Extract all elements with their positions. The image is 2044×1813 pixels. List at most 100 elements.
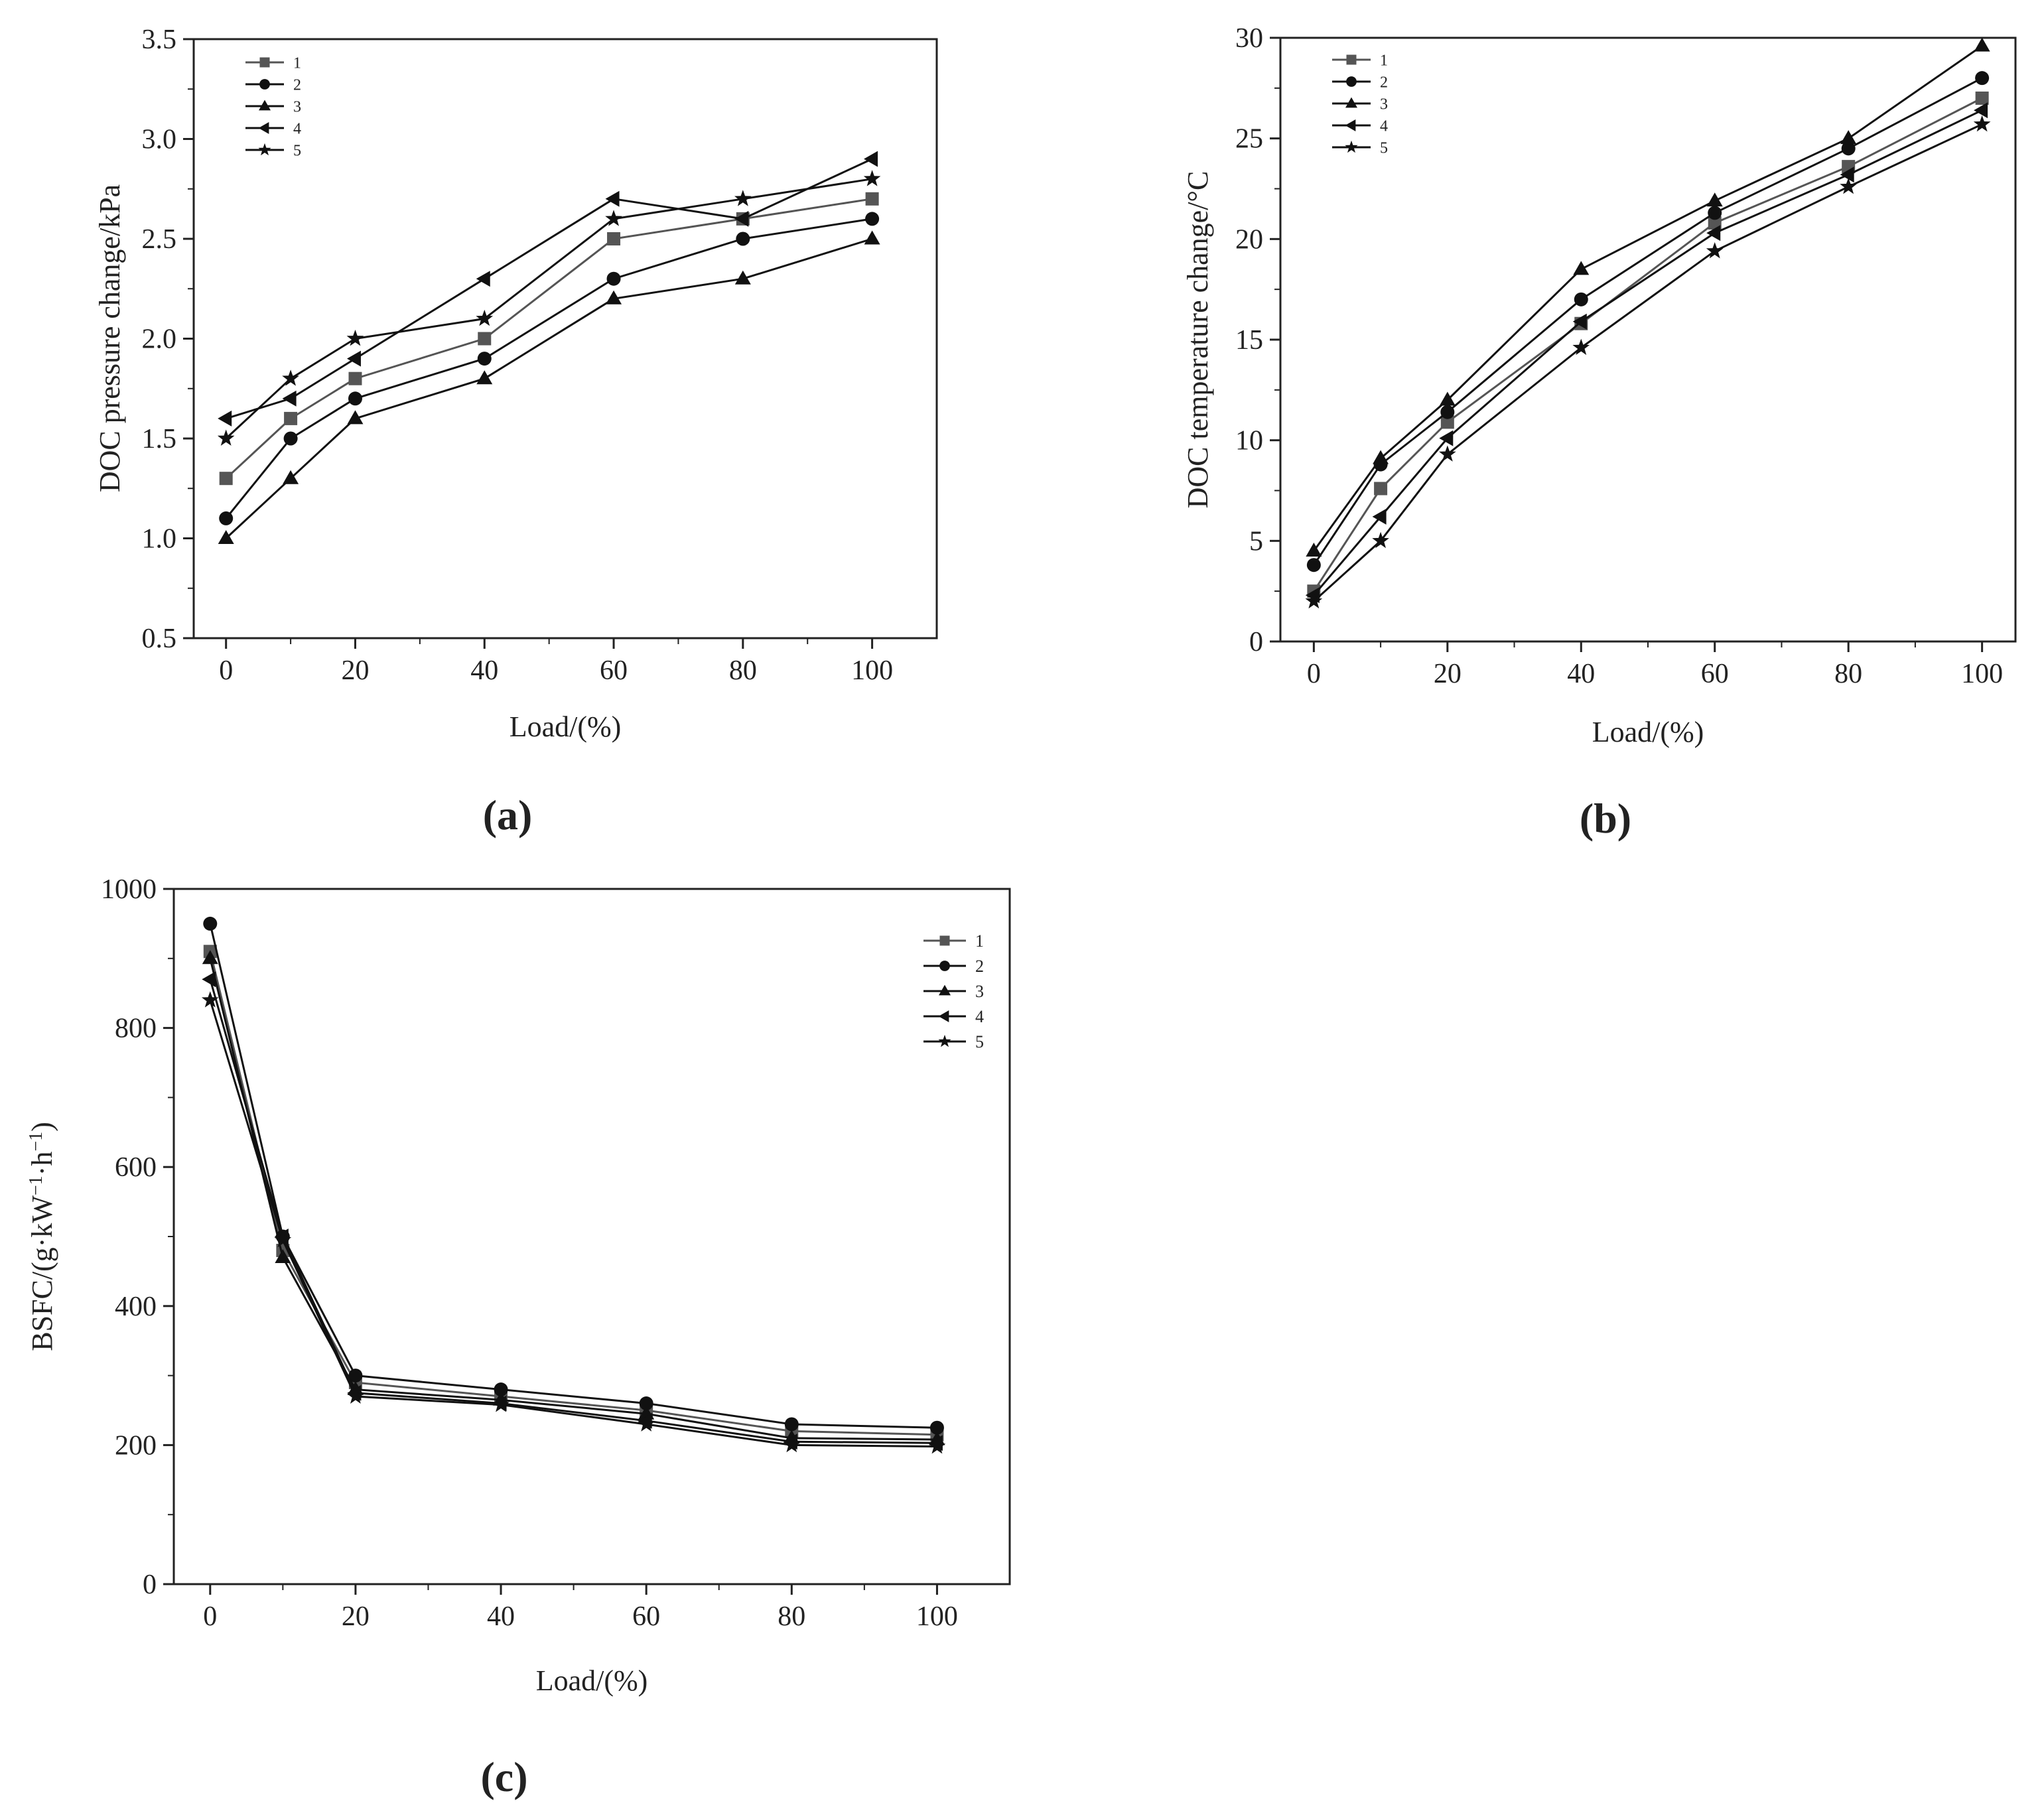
data-point-series-1 — [865, 192, 879, 206]
y-tick-label: 2.5 — [142, 224, 177, 255]
data-point-series-4 — [864, 151, 878, 167]
x-tick-label: 0 — [1307, 659, 1321, 689]
data-point-series-2 — [784, 1417, 799, 1432]
x-tick-label: 20 — [342, 1601, 370, 1632]
data-point-series-2 — [865, 212, 880, 226]
data-point-series-4 — [476, 271, 490, 287]
legend-marker-1 — [259, 57, 270, 68]
data-point-series-5 — [1973, 115, 1991, 132]
data-point-series-5 — [928, 1438, 946, 1454]
data-point-series-5 — [605, 210, 622, 226]
data-point-series-5 — [217, 429, 235, 446]
x-axis-label-c: Load/(%) — [536, 1664, 648, 1697]
y-tick-label: 600 — [115, 1152, 157, 1183]
data-point-series-2 — [1306, 558, 1321, 572]
data-point-series-1 — [1975, 92, 1989, 105]
caption-a: (a) — [483, 791, 533, 839]
legend-label-2: 2 — [975, 957, 984, 976]
legend-marker-2 — [1346, 76, 1357, 87]
data-point-series-2 — [1574, 292, 1588, 306]
data-point-series-3 — [864, 230, 880, 245]
y-label-c-sup2: −1 — [26, 1132, 46, 1152]
y-axis-label-a: DOC pressure change/kPa — [94, 184, 126, 492]
x-tick-label: 60 — [600, 655, 628, 686]
legend-label-3: 3 — [293, 98, 301, 115]
data-point-series-4 — [346, 350, 361, 367]
y-tick-label: 0 — [1249, 627, 1263, 657]
data-point-series-1 — [607, 232, 621, 245]
data-point-series-5 — [1706, 242, 1724, 259]
legend-a: 1 2 3 4 5 — [245, 54, 301, 159]
y-axis-label-c: BSFC/(g·kW−1·h−1) — [26, 1122, 59, 1351]
data-point-series-2 — [219, 511, 234, 525]
x-tick-label: 80 — [1834, 659, 1862, 689]
data-point-series-4 — [218, 410, 232, 427]
legend-label-1: 1 — [975, 931, 984, 951]
series-layer-c — [201, 916, 946, 1454]
data-point-series-5 — [1840, 178, 1857, 194]
data-point-series-2 — [494, 1382, 508, 1397]
y-tick-label: 5 — [1249, 526, 1263, 557]
data-point-series-5 — [492, 1396, 510, 1412]
data-point-series-2 — [1708, 206, 1722, 220]
data-point-series-4 — [1706, 225, 1721, 241]
data-point-series-3 — [1373, 450, 1389, 464]
legend-marker-4 — [1345, 119, 1356, 131]
y-tick-label: 800 — [115, 1014, 157, 1044]
x-tick-label: 100 — [851, 655, 893, 686]
y-tick-label: 0 — [143, 1570, 157, 1600]
caption-b: (b) — [1580, 795, 1631, 842]
data-point-series-4 — [734, 210, 749, 227]
legend-label-4: 4 — [975, 1007, 984, 1026]
y-tick-label: 25 — [1235, 124, 1263, 155]
caption-c: (c) — [480, 1753, 527, 1800]
data-point-series-4 — [605, 190, 620, 207]
data-point-series-5 — [282, 369, 299, 386]
y-tick-label: 1.0 — [142, 524, 177, 555]
x-tick-label: 20 — [341, 655, 369, 686]
data-point-series-1 — [284, 411, 298, 425]
y-tick-label: 30 — [1235, 23, 1263, 54]
data-point-series-4 — [282, 390, 297, 407]
data-point-series-3 — [734, 270, 751, 285]
legend-label-2: 2 — [293, 76, 301, 94]
y-axis-label-b: DOC temperature change/°C — [1182, 171, 1214, 509]
data-point-series-5 — [201, 991, 219, 1008]
legend-label-4: 4 — [1380, 117, 1388, 135]
data-point-series-2 — [348, 1369, 363, 1383]
data-point-series-3 — [1306, 543, 1322, 557]
legend-marker-1 — [1346, 54, 1357, 65]
y-label-c-end: ) — [26, 1122, 58, 1132]
y-tick-label: 3.0 — [142, 125, 177, 155]
data-point-series-5 — [1305, 592, 1323, 609]
data-point-series-4 — [1974, 102, 1988, 119]
data-point-series-5 — [476, 309, 494, 326]
legend-label-5: 5 — [975, 1032, 984, 1051]
data-point-series-3 — [476, 370, 493, 385]
data-point-series-3 — [283, 470, 299, 484]
data-point-series-3 — [275, 1248, 291, 1263]
x-tick-label: 80 — [778, 1601, 805, 1632]
data-point-series-5 — [1372, 531, 1389, 549]
legend-label-4: 4 — [293, 120, 301, 137]
data-point-series-5 — [1439, 445, 1456, 462]
data-point-series-5 — [863, 170, 881, 186]
x-tick-label: 0 — [219, 655, 233, 686]
data-point-series-1 — [348, 371, 362, 385]
legend-marker-3 — [1345, 97, 1357, 108]
data-point-series-3 — [202, 950, 218, 965]
data-point-series-2 — [1975, 71, 1990, 86]
data-point-series-4 — [1572, 313, 1587, 330]
data-point-series-5 — [347, 1387, 364, 1404]
data-point-series-5 — [1572, 338, 1590, 356]
axes-ticks-a: 0 20 40 60 80 100 0.5 1.0 1.5 2.0 2.5 3.0 3.5 — [142, 25, 894, 686]
y-tick-label: 0.5 — [142, 624, 177, 654]
data-point-series-2 — [1841, 141, 1856, 156]
y-tick-label: 1.5 — [142, 424, 177, 454]
data-point-series-3 — [1974, 37, 1990, 52]
y-label-c-main: BSFC/(g·kW — [26, 1195, 58, 1351]
x-tick-label: 0 — [203, 1601, 217, 1632]
data-point-series-3 — [1706, 192, 1723, 207]
